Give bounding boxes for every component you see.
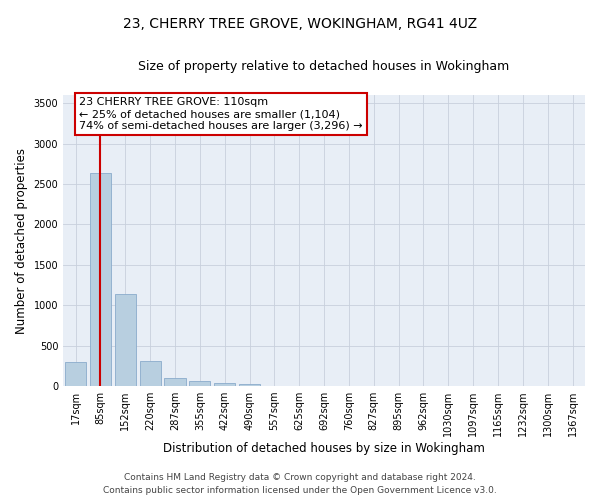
Bar [140, 360, 161, 386]
Bar [90, 174, 111, 386]
Bar [65, 362, 86, 386]
Bar [115, 294, 136, 386]
Title: Size of property relative to detached houses in Wokingham: Size of property relative to detached ho… [139, 60, 510, 73]
Bar [214, 384, 235, 386]
X-axis label: Distribution of detached houses by size in Wokingham: Distribution of detached houses by size … [163, 442, 485, 455]
Bar [164, 378, 185, 386]
Text: 23, CHERRY TREE GROVE, WOKINGHAM, RG41 4UZ: 23, CHERRY TREE GROVE, WOKINGHAM, RG41 4… [123, 18, 477, 32]
Y-axis label: Number of detached properties: Number of detached properties [15, 148, 28, 334]
Text: Contains HM Land Registry data © Crown copyright and database right 2024.
Contai: Contains HM Land Registry data © Crown c… [103, 474, 497, 495]
Bar [239, 384, 260, 386]
Text: 23 CHERRY TREE GROVE: 110sqm
← 25% of detached houses are smaller (1,104)
74% of: 23 CHERRY TREE GROVE: 110sqm ← 25% of de… [79, 98, 363, 130]
Bar [189, 381, 211, 386]
